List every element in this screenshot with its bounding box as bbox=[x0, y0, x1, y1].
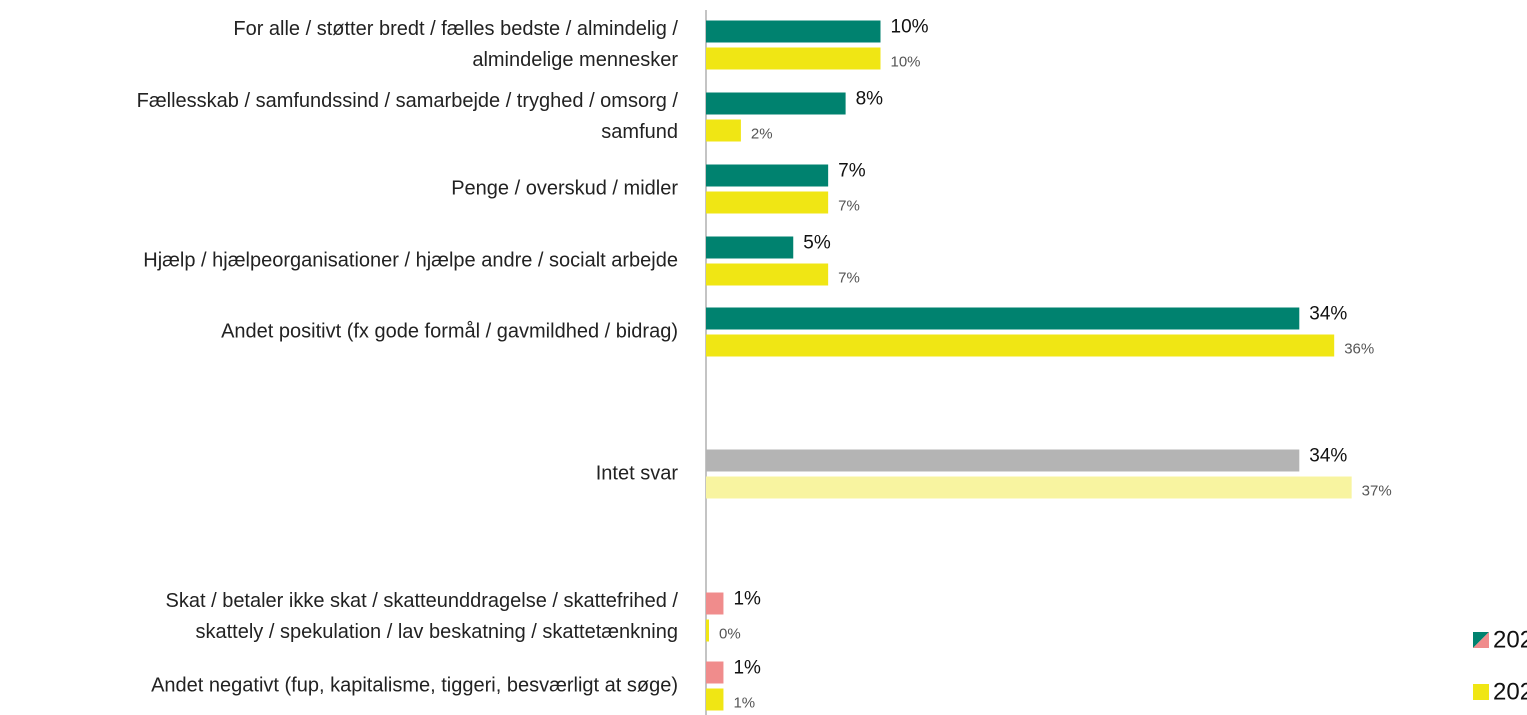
value-label: 2% bbox=[751, 125, 773, 142]
bar bbox=[706, 92, 846, 115]
bar bbox=[706, 476, 1352, 499]
bar bbox=[706, 263, 829, 286]
bar bbox=[706, 661, 724, 684]
bar bbox=[706, 191, 829, 214]
category-label: Intet svar bbox=[595, 462, 678, 485]
value-label: 8% bbox=[856, 89, 884, 110]
value-label: 1% bbox=[733, 589, 761, 610]
category-label: Andet negativt (fup, kapitalisme, tigger… bbox=[151, 674, 678, 697]
value-label: 1% bbox=[733, 658, 761, 679]
bar bbox=[706, 164, 829, 187]
legend-label: 2021 bbox=[1493, 678, 1527, 705]
value-label: 34% bbox=[1309, 446, 1347, 467]
value-label: 10% bbox=[891, 53, 921, 70]
value-label: 5% bbox=[803, 233, 831, 254]
bar bbox=[706, 47, 881, 70]
value-label: 7% bbox=[838, 161, 866, 182]
legend-swatch bbox=[1473, 632, 1489, 648]
legend-swatch bbox=[1473, 684, 1489, 700]
bar bbox=[706, 307, 1300, 330]
value-label: 36% bbox=[1344, 340, 1374, 357]
bar bbox=[706, 688, 724, 711]
category-label: Hjælp / hjælpeorganisationer / hjælpe an… bbox=[143, 249, 678, 272]
category-label: For alle / støtter bredt / fælles bedste… bbox=[233, 18, 678, 71]
bar bbox=[706, 20, 881, 43]
value-label: 1% bbox=[733, 694, 755, 711]
bar bbox=[706, 334, 1335, 357]
bar bbox=[706, 119, 741, 142]
bar bbox=[706, 619, 709, 642]
category-label: Fællesskab / samfundssind / samarbejde /… bbox=[136, 90, 678, 143]
bar bbox=[706, 236, 794, 259]
category-label: Andet positivt (fx gode formål / gavmild… bbox=[221, 320, 678, 343]
bar bbox=[706, 592, 724, 615]
value-label: 34% bbox=[1309, 304, 1347, 325]
value-label: 0% bbox=[719, 625, 741, 642]
value-label: 10% bbox=[891, 17, 929, 38]
category-label: Penge / overskud / midler bbox=[451, 177, 678, 200]
value-label: 7% bbox=[838, 269, 860, 286]
bar bbox=[706, 449, 1300, 472]
value-label: 7% bbox=[838, 197, 860, 214]
category-label: Skat / betaler ikke skat / skatteunddrag… bbox=[165, 590, 679, 643]
value-label: 37% bbox=[1362, 482, 1392, 499]
